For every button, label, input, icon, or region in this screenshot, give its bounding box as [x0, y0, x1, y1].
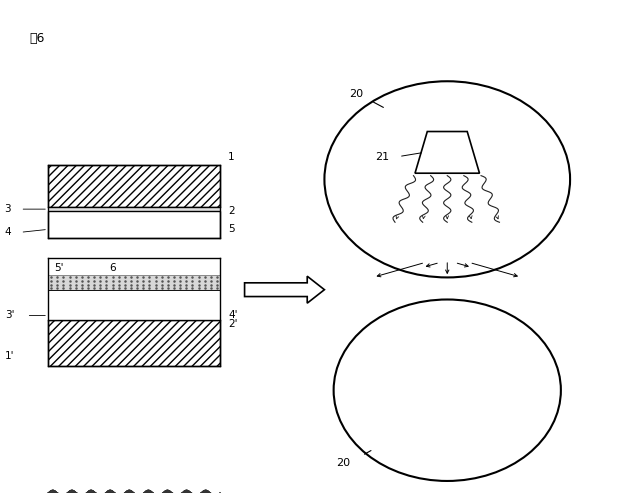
Bar	[48, 211, 220, 238]
Text: 4': 4'	[228, 310, 238, 320]
Text: 3': 3'	[5, 310, 14, 320]
Bar	[48, 165, 220, 207]
Text: 21: 21	[375, 152, 389, 162]
Text: 図6: 図6	[30, 32, 45, 45]
Text: 2: 2	[228, 206, 234, 216]
Bar	[48, 290, 220, 320]
Bar	[48, 275, 220, 290]
Text: 3: 3	[4, 204, 11, 214]
Text: 4: 4	[4, 227, 11, 237]
Text: 5': 5'	[54, 262, 63, 273]
Text: 1': 1'	[5, 351, 14, 361]
Text: 6: 6	[109, 262, 116, 273]
Text: 5: 5	[228, 224, 234, 234]
FancyArrow shape	[244, 276, 325, 303]
Bar	[48, 320, 220, 366]
Polygon shape	[415, 131, 480, 173]
Bar	[48, 207, 220, 211]
Text: 20: 20	[337, 458, 351, 468]
Text: 2': 2'	[228, 319, 238, 329]
Text: 1: 1	[228, 152, 234, 162]
Text: 20: 20	[350, 89, 364, 99]
